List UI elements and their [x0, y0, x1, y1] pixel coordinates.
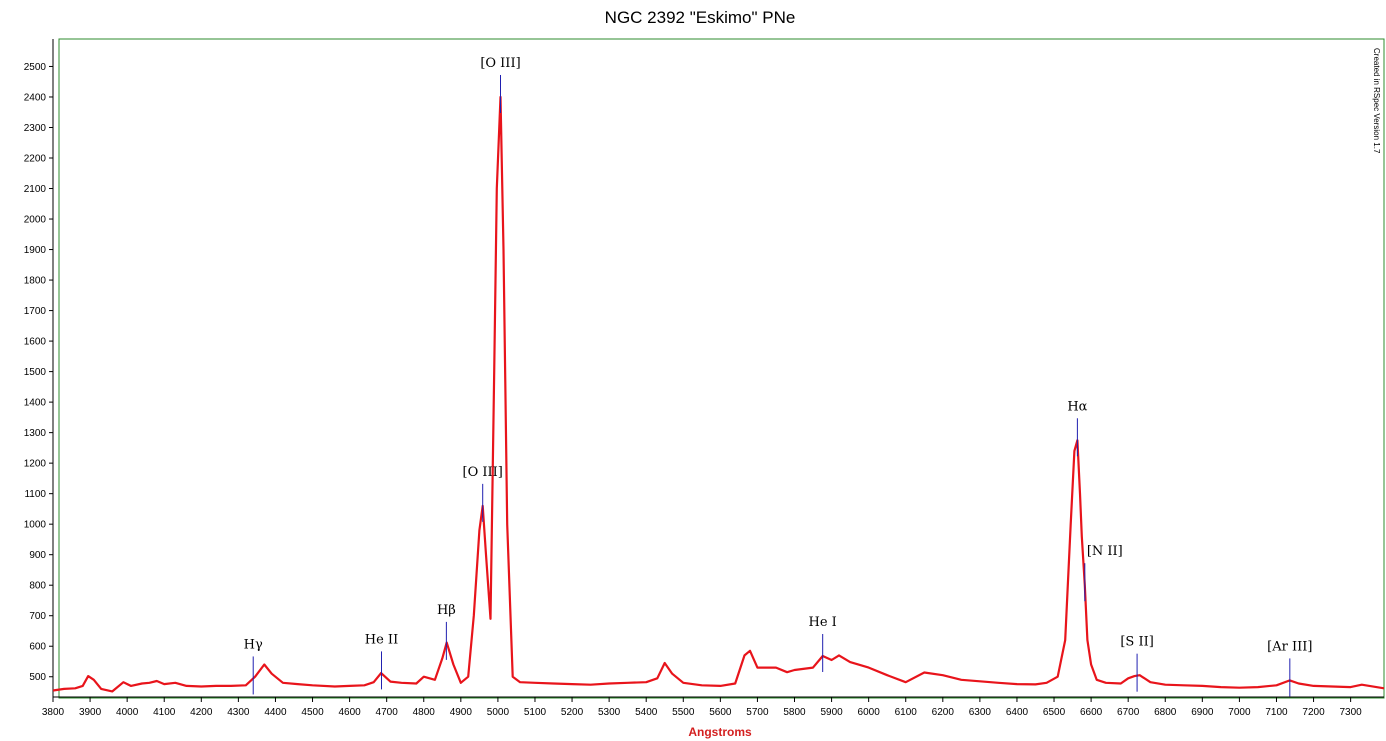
line-label: Hα	[1067, 399, 1087, 414]
y-tick-label: 600	[29, 642, 46, 653]
y-tick-label: 2200	[24, 154, 47, 165]
x-tick-label: 6300	[969, 707, 992, 718]
x-tick-label: 7200	[1302, 707, 1325, 718]
x-tick-label: 5500	[672, 707, 695, 718]
y-tick-label: 1400	[24, 398, 47, 409]
x-tick-label: 4500	[301, 707, 324, 718]
y-tick-label: 700	[29, 611, 46, 622]
line-label: [O III]	[480, 56, 520, 71]
x-axis-label: Angstroms	[688, 725, 752, 739]
y-tick-label: 900	[29, 550, 46, 561]
y-tick-label: 1100	[24, 489, 46, 500]
x-tick-label: 6900	[1191, 707, 1214, 718]
x-tick-label: 4600	[338, 707, 361, 718]
line-label: Hγ	[244, 637, 263, 652]
x-tick-label: 4400	[264, 707, 287, 718]
line-label: [N II]	[1087, 544, 1123, 559]
x-tick-label: 7100	[1265, 707, 1288, 718]
x-tick-label: 3800	[42, 707, 65, 718]
chart-title: NGC 2392 "Eskimo" PNe	[605, 8, 796, 27]
x-tick-label: 6100	[895, 707, 918, 718]
x-tick-label: 6200	[932, 707, 955, 718]
x-tick-label: 5900	[820, 707, 843, 718]
x-tick-label: 4300	[227, 707, 250, 718]
x-tick-label: 4800	[413, 707, 436, 718]
x-tick-label: 5600	[709, 707, 732, 718]
x-tick-label: 7300	[1340, 707, 1363, 718]
y-tick-label: 2300	[24, 123, 47, 134]
y-tick-label: 1200	[24, 459, 47, 470]
x-tick-label: 6400	[1006, 707, 1029, 718]
x-tick-label: 3900	[79, 707, 102, 718]
y-tick-label: 800	[29, 581, 46, 592]
y-tick-label: 2400	[24, 92, 47, 103]
x-tick-label: 6800	[1154, 707, 1177, 718]
line-markers: [O III] [O III] Hα [N II] Hβ He I He II Hγ [S II…	[244, 56, 1312, 697]
x-tick-label: 7000	[1228, 707, 1251, 718]
y-tick-label: 500	[29, 672, 46, 683]
x-tick-label: 5000	[487, 707, 510, 718]
x-tick-label: 6000	[858, 707, 881, 718]
line-label: Hβ	[437, 603, 456, 618]
y-tick-label: 1800	[24, 276, 47, 287]
y-tick-label: 2500	[24, 62, 47, 73]
x-tick-label: 6700	[1117, 707, 1140, 718]
y-tick-label: 1500	[24, 367, 47, 378]
line-label: [S II]	[1120, 635, 1153, 650]
y-axis: 500 600 700 800 900 1000 1100 1200 1300 1400 1500 1…	[24, 62, 53, 683]
x-tick-label: 6500	[1043, 707, 1066, 718]
x-tick-label: 4100	[153, 707, 176, 718]
y-tick-label: 2000	[24, 215, 47, 226]
x-tick-label: 5200	[561, 707, 584, 718]
y-tick-label: 1700	[24, 306, 47, 317]
watermark-text: Created in RSpec Version 1.7	[1372, 48, 1381, 154]
x-tick-label: 5100	[524, 707, 547, 718]
x-tick-label: 4700	[376, 707, 399, 718]
x-tick-label: 4000	[116, 707, 139, 718]
y-tick-label: 1900	[24, 245, 47, 256]
x-axis: 3800 3900 4000 4100 4200 4300 4400 4500 4600 4700…	[42, 697, 1362, 718]
y-tick-label: 1600	[24, 337, 47, 348]
x-tick-label: 6600	[1080, 707, 1103, 718]
line-label: He I	[809, 615, 837, 630]
x-tick-label: 5800	[783, 707, 806, 718]
x-tick-label: 5400	[635, 707, 658, 718]
line-label: He II	[365, 632, 398, 647]
spectrum-line	[52, 95, 1385, 693]
line-label: [O III]	[463, 465, 503, 480]
x-tick-label: 5300	[598, 707, 621, 718]
y-tick-label: 1300	[24, 428, 47, 439]
line-label: [Ar III]	[1267, 639, 1312, 654]
y-tick-label: 2100	[24, 184, 47, 195]
y-tick-label: 1000	[24, 520, 47, 531]
plot-frame	[58, 38, 1385, 699]
x-tick-label: 4900	[450, 707, 473, 718]
x-tick-label: 5700	[746, 707, 769, 718]
x-tick-label: 4200	[190, 707, 213, 718]
